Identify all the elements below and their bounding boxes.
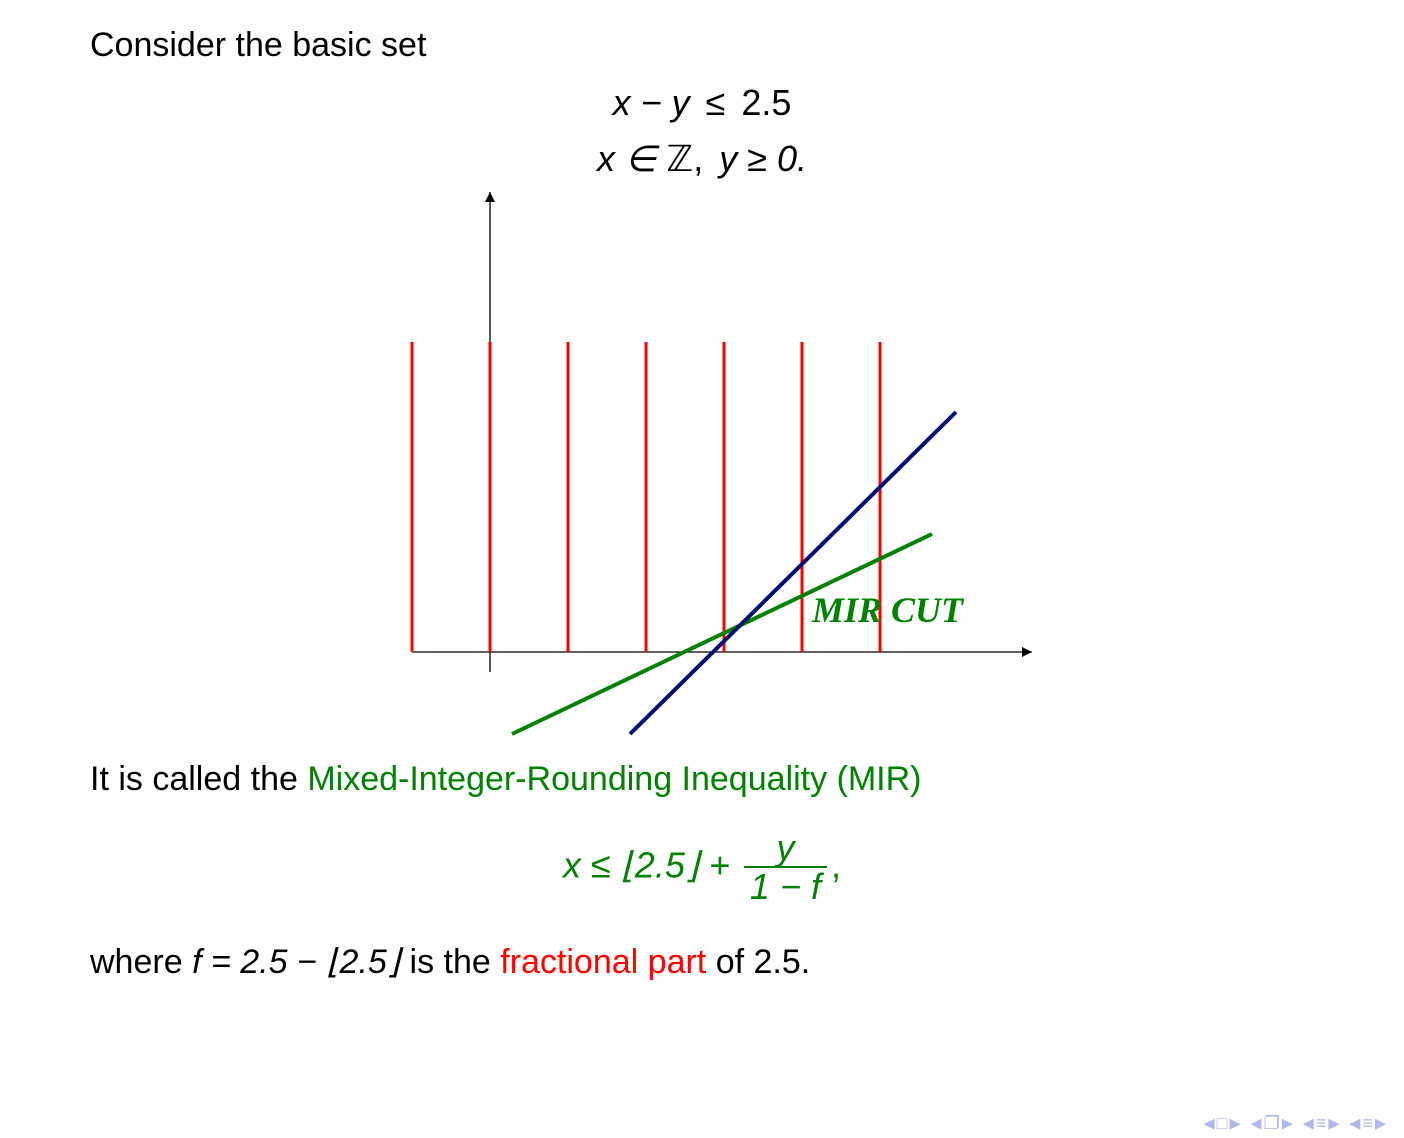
where-fractional-part: fractional part [500, 943, 706, 981]
diagram-container: MIR CUT [90, 182, 1314, 752]
nav-doc-prev-next[interactable]: ◂ ≡ ▸ [1349, 1112, 1386, 1134]
where-t5: of 2.5. [706, 943, 810, 981]
eqn1-rhs: 2.5 [741, 82, 791, 123]
nav-left-icon-4: ◂ [1349, 1112, 1360, 1134]
eqn1-lhs: x − y [613, 82, 690, 123]
explain-prefix: It is called the [90, 760, 307, 798]
nav-subsection-icon: ❐ [1264, 1114, 1280, 1132]
nav-subsection-prev-next[interactable]: ◂ ❐ ▸ [1251, 1112, 1293, 1134]
nav-left-icon-2: ◂ [1251, 1112, 1262, 1134]
explain-line: It is called the Mixed-Integer-Rounding … [90, 760, 1314, 799]
explain-term: Mixed-Integer-Rounding Inequality (MIR) [307, 760, 921, 798]
intro-text: Consider the basic set [90, 26, 1314, 65]
nav-left-icon: ◂ [1204, 1112, 1215, 1134]
eqn1-rel: ≤ [700, 82, 732, 123]
where-t1: where [90, 943, 192, 981]
nav-right-icon-2: ▸ [1282, 1112, 1293, 1134]
eqn-line-2: x ∈ ℤ, y ≥ 0. [90, 131, 1314, 188]
nav-right-icon-4: ▸ [1375, 1112, 1386, 1134]
nav-section-icon: ≡ [1316, 1114, 1327, 1132]
mir-fraction: y1 − f [740, 829, 831, 907]
eqn2-xin: x ∈ [597, 138, 656, 179]
mir-lhs: x ≤ ⌊2.5⌋ + [563, 844, 740, 885]
nav-section-prev-next[interactable]: ◂ ≡ ▸ [1303, 1112, 1340, 1134]
mir-inequality: x ≤ ⌊2.5⌋ + y1 − f, [90, 829, 1314, 907]
nav-left-icon-3: ◂ [1303, 1112, 1314, 1134]
basic-set-equations: x − y ≤ 2.5 x ∈ ℤ, y ≥ 0. [90, 75, 1314, 188]
mir-frac-num: y [744, 829, 827, 869]
nav-frame-prev-next[interactable]: ◂ □ ▸ [1204, 1112, 1241, 1134]
where-line: where f = 2.5 − ⌊2.5⌋ is the fractional … [90, 942, 1314, 982]
nav-doc-icon: ≡ [1362, 1114, 1373, 1132]
slide-root: Consider the basic set x − y ≤ 2.5 x ∈ ℤ… [0, 0, 1404, 1138]
eqn2-sep: , [693, 138, 703, 179]
beamer-nav-icons: ◂ □ ▸ ◂ ❐ ▸ ◂ ≡ ▸ ◂ ≡ ▸ [1204, 1112, 1386, 1134]
eqn-line-1: x − y ≤ 2.5 [90, 75, 1314, 131]
where-t3: is the [400, 943, 500, 981]
nav-frame-icon: □ [1217, 1114, 1228, 1132]
svg-text:MIR CUT: MIR CUT [811, 590, 965, 630]
integer-set-symbol: ℤ [666, 139, 693, 179]
mir-frac-den: 1 − f [744, 868, 827, 906]
nav-right-icon: ▸ [1230, 1112, 1241, 1134]
where-t2: f = 2.5 − ⌊2.5⌋ [192, 943, 400, 981]
mir-diagram: MIR CUT [352, 182, 1052, 752]
eqn2-y: y ≥ 0. [713, 138, 807, 179]
nav-right-icon-3: ▸ [1328, 1112, 1339, 1134]
mir-tail: , [831, 844, 841, 885]
